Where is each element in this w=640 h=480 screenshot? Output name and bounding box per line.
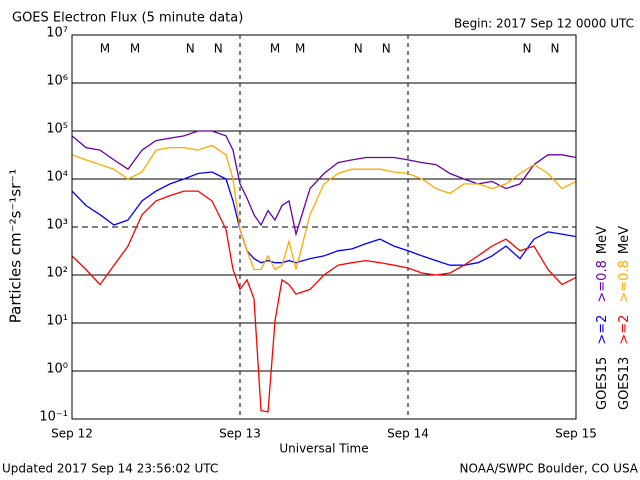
- series-line: [71, 144, 577, 271]
- legend-satellite: GOES15: [595, 357, 610, 410]
- updated-note: Updated 2017 Sep 14 23:56:02 UTC: [2, 462, 218, 476]
- y-tick-label: 10⁴: [46, 170, 68, 185]
- y-tick-label: 10⁻¹: [39, 410, 68, 425]
- x-tick-label: Sep 12: [51, 427, 93, 441]
- legend-entry: >=0.8: [617, 260, 632, 302]
- y-tick-label: 10²: [46, 266, 68, 281]
- orbit-marker: M: [100, 42, 110, 56]
- legend-column: GOES13 >=2 >=0.8 MeV: [617, 226, 632, 410]
- chart-title: GOES Electron Flux (5 minute data): [12, 11, 243, 26]
- chart-subtitle: Begin: 2017 Sep 12 0000 UTC: [454, 17, 634, 31]
- y-tick-label: 10³: [46, 218, 68, 233]
- orbit-marker: N: [214, 42, 223, 56]
- orbit-marker: N: [523, 42, 532, 56]
- y-tick-label: 10⁷: [46, 26, 68, 41]
- y-tick-label: 10⁶: [46, 74, 68, 89]
- legend-entry: >=2: [617, 315, 632, 345]
- legend-column: GOES15 >=2 >=0.8 MeV: [595, 226, 610, 410]
- orbit-marker: N: [551, 42, 560, 56]
- series-line: [71, 130, 577, 237]
- orbit-marker: M: [295, 42, 305, 56]
- x-tick-label: Sep 14: [387, 427, 429, 441]
- legend-satellite: GOES13: [617, 357, 632, 410]
- legend-entry: >=2: [595, 315, 610, 345]
- legend-unit: MeV: [617, 226, 632, 254]
- x-tick-label: Sep 15: [555, 427, 597, 441]
- legend-entry: >=0.8: [595, 260, 610, 302]
- y-tick-label: 10⁰: [46, 362, 68, 377]
- orbit-marker: M: [130, 42, 140, 56]
- orbit-marker: N: [186, 42, 195, 56]
- y-tick-label: 10⁵: [46, 122, 68, 137]
- legend-unit: MeV: [595, 226, 610, 254]
- y-tick-label: 10¹: [46, 314, 68, 329]
- orbit-marker: N: [382, 42, 391, 56]
- credit: NOAA/SWPC Boulder, CO USA: [460, 462, 639, 476]
- plot-frame: [71, 34, 577, 420]
- orbit-marker: M: [270, 42, 280, 56]
- series-line: [71, 171, 577, 266]
- x-axis-label: Universal Time: [279, 442, 368, 456]
- y-axis-label: Particles cm⁻²s⁻¹sr⁻¹: [7, 169, 25, 323]
- orbit-marker: N: [354, 42, 363, 56]
- series-line: [71, 190, 577, 413]
- x-tick-label: Sep 13: [219, 427, 261, 441]
